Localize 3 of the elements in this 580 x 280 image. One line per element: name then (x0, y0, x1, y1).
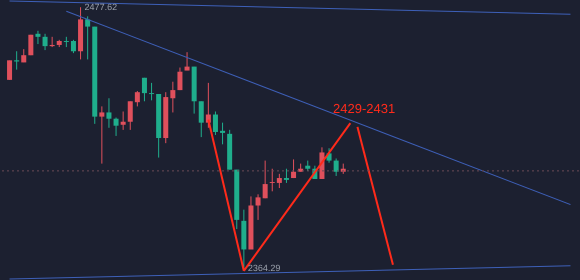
annotation: 2477.62 (84, 2, 118, 12)
annotation: 2364.29 (248, 262, 280, 273)
annotation: 2429-2431 (333, 101, 396, 116)
